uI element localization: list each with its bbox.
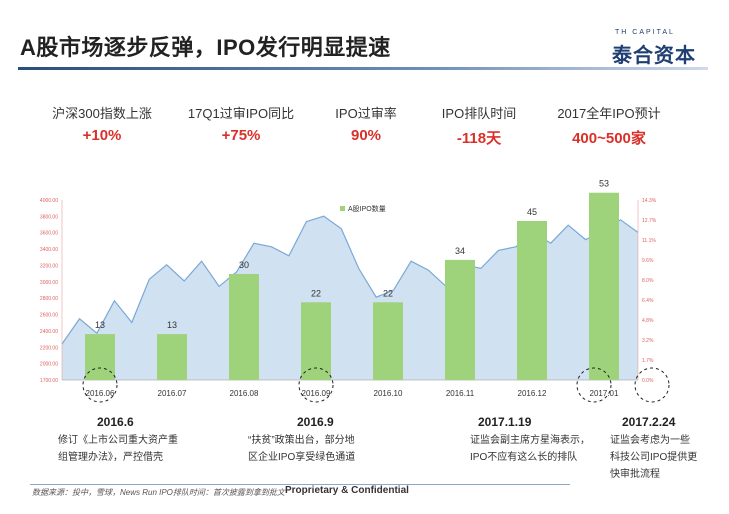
kpi-label-csi300: 沪深300指数上涨 <box>52 106 152 121</box>
x-tick-layer: 2016.06 2016.07 2016.08 2016.09 2016.10 2016.… <box>86 389 619 398</box>
left-axis-tick-label: 2200.00 <box>40 345 58 351</box>
right-axis-tick-label: 11.1% <box>642 238 656 244</box>
highlight-circle <box>576 367 612 403</box>
highlight-circle <box>634 367 670 403</box>
right-axis-tick-label: 9.6% <box>642 258 654 264</box>
bar-value-label: 13 <box>95 320 105 330</box>
left-axis-tick-label: 2800.00 <box>40 296 58 302</box>
bar-value-label: 53 <box>599 179 609 189</box>
right-axis-tick-label: 4.8% <box>642 318 654 324</box>
kpi-value-queue-time: -118天 <box>456 130 502 147</box>
right-axis-tick-label: 8.0% <box>642 278 654 284</box>
legend-swatch <box>340 206 345 211</box>
kpi-label-queue-time: IPO排队时间 <box>441 106 517 121</box>
left-axis-tick-label: 4000.00 <box>40 198 58 204</box>
legend: A股IPO数量 <box>340 204 386 213</box>
annotation-text-2016-9: “扶贫”政策出台，部分地 区企业IPO享受绿色通道 <box>248 432 355 466</box>
x-tick-label: 2016.11 <box>446 389 475 398</box>
annotation-line: 区企业IPO享受绿色通道 <box>248 452 356 463</box>
annotation-text-2016-6: 修订《上市公司重大资产重 组管理办法》，严控借壳 <box>58 432 178 466</box>
annotation-line: 科技公司IPO提供更 <box>610 452 698 463</box>
x-tick-label: 2016.06 <box>86 389 115 398</box>
kpi-label-approval-rate: IPO过审率 <box>335 106 397 121</box>
right-axis-tick-label: 3.2% <box>642 338 654 344</box>
bar-label-layer: 13 13 30 22 22 34 45 53 <box>95 179 609 330</box>
annotation-date-2016-9: 2016.9 <box>297 415 334 429</box>
annotation-line: 组管理办法》，严控借壳 <box>58 452 163 463</box>
highlight-circle <box>298 367 334 403</box>
left-axis-tick-label: 2000.00 <box>40 362 58 368</box>
bar <box>373 302 403 380</box>
bar-value-label: 45 <box>527 207 537 217</box>
right-axis: 0.0% 1.7% 3.2% 4.8% 6.4% 8.0% 9.6% 11.1% 12.7% 14… <box>637 198 657 384</box>
kpi-label-ipo-forecast: 2017全年IPO预计 <box>557 106 661 121</box>
bar-value-label: 13 <box>167 320 177 330</box>
index-area-layer <box>61 215 639 381</box>
bar-value-label: 22 <box>383 288 393 298</box>
right-axis-tick-label: 0.0% <box>642 378 654 384</box>
right-axis-tick-label: 6.4% <box>642 298 654 304</box>
footer-proprietary: Proprietary & Confidential <box>285 485 409 496</box>
annotation-line: 证监会考虑为一些 <box>610 435 690 446</box>
bar <box>157 334 187 380</box>
title-underline <box>18 67 708 70</box>
bar-layer <box>85 192 619 380</box>
kpi-value-approval-rate: 90% <box>350 127 382 144</box>
right-axis-tick-label: 14.3% <box>642 198 657 204</box>
left-axis: 1700.00 2000.00 2200.00 2400.00 2600.00 2800.… <box>40 198 63 384</box>
left-axis-tick-label: 3800.00 <box>40 214 58 220</box>
right-axis-tick-label: 1.7% <box>642 358 654 364</box>
annotation-line: IPO不应有这么长的排队 <box>470 452 578 463</box>
logo-subtitle: TH CAPITAL <box>615 29 675 36</box>
left-axis-tick-label: 2400.00 <box>40 329 58 335</box>
kpi-label-approval-yoy: 17Q1过审IPO同比 <box>187 106 295 121</box>
x-tick-label: 2016.09 <box>302 389 331 398</box>
left-axis-tick-label: 3400.00 <box>40 247 58 253</box>
x-tick-label: 2016.10 <box>374 389 403 398</box>
left-axis-tick-label: 3000.00 <box>40 280 58 286</box>
bar <box>301 302 331 380</box>
highlight-circles <box>82 367 670 403</box>
bar <box>229 274 259 380</box>
bar <box>85 334 115 380</box>
right-axis-tick-label: 12.7% <box>642 218 657 224</box>
annotation-line: 快审批流程 <box>610 469 660 480</box>
kpi-value-approval-yoy: +75% <box>221 127 261 144</box>
left-axis-tick-label: 1700.00 <box>40 378 58 384</box>
annotation-line: 修订《上市公司重大资产重 <box>58 435 178 446</box>
footer-divider <box>30 484 570 485</box>
annotation-date-2016-6: 2016.6 <box>97 415 134 429</box>
bar-value-label: 34 <box>455 246 465 256</box>
legend-label: A股IPO数量 <box>348 204 386 213</box>
highlight-circle <box>82 367 118 403</box>
annotation-date-2017-1-19: 2017.1.19 <box>478 415 532 429</box>
bar <box>445 259 475 380</box>
kpi-value-ipo-forecast: 400~500家 <box>572 130 646 147</box>
left-axis-tick-label: 2600.00 <box>40 313 58 319</box>
left-axis-tick-label: 3200.00 <box>40 263 58 269</box>
annotation-text-2017-1-19: 证监会副主席方星海表示， IPO不应有这么长的排队 <box>470 432 590 466</box>
bar <box>517 221 547 380</box>
left-axis-tick-label: 3600.00 <box>40 231 58 237</box>
footer-source: 数据来源：投中，雪球，News Run IPO排队时间：首次披露到拿到批文 <box>32 488 285 497</box>
index-area <box>62 216 638 380</box>
bar-value-label: 22 <box>311 288 321 298</box>
logo: 泰合资本 <box>612 45 696 67</box>
annotation-line: “扶贫”政策出台，部分地 <box>248 435 355 446</box>
x-tick-label: 2017.01 <box>590 389 619 398</box>
x-tick-label: 2016.08 <box>230 389 259 398</box>
x-tick-label: 2016.07 <box>158 389 187 398</box>
x-tick-label: 2016.12 <box>518 389 547 398</box>
bar-value-label: 30 <box>239 260 249 270</box>
page-title: A股市场逐步反弹，IPO发行明显提速 <box>20 35 391 60</box>
annotation-line: 证监会副主席方星海表示， <box>470 435 590 446</box>
bar <box>589 192 619 380</box>
annotation-date-2017-2-24: 2017.2.24 <box>622 415 676 429</box>
kpi-value-csi300: +10% <box>82 127 122 144</box>
annotation-text-2017-2-24: 证监会考虑为一些 科技公司IPO提供更 快审批流程 <box>610 432 697 483</box>
